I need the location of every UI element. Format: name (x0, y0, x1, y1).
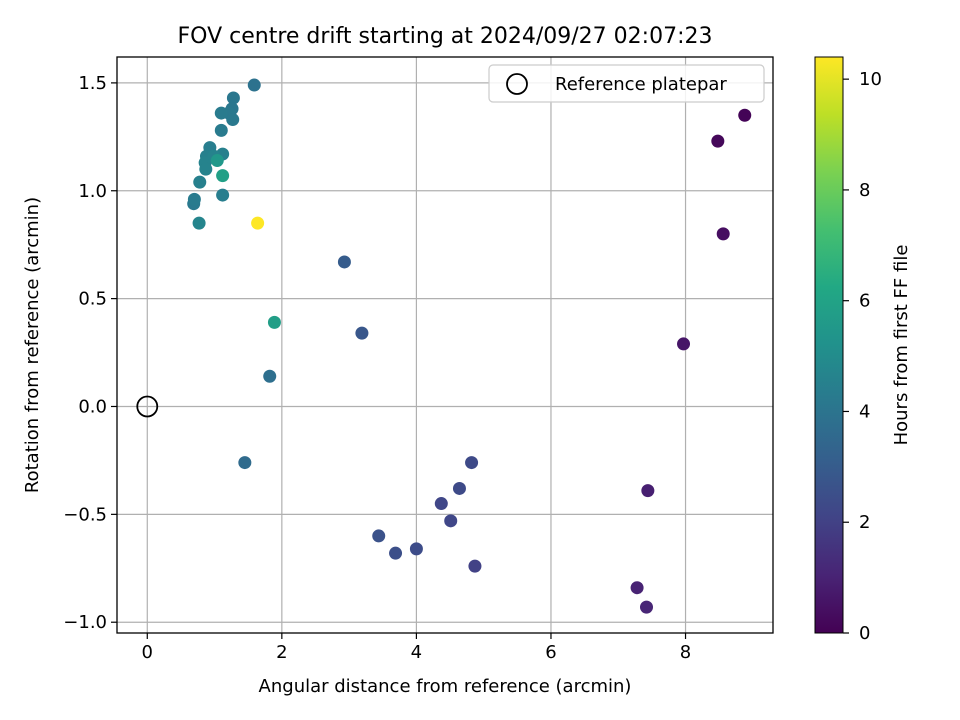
data-point (677, 337, 691, 351)
data-point (199, 162, 213, 176)
data-point (192, 216, 206, 230)
data-point (434, 497, 448, 511)
data-point (226, 113, 240, 127)
data-point (267, 315, 281, 329)
y-axis-ticks: −1.0 −0.5 0.0 0.5 1.0 1.5 (63, 73, 117, 633)
x-tick-label: 4 (411, 642, 422, 663)
y-axis-label: Rotation from reference (arcmin) (22, 197, 43, 493)
data-point (247, 78, 261, 92)
colorbar-tick-label: 0 (859, 623, 870, 644)
data-point (641, 484, 655, 498)
data-point (214, 106, 228, 120)
data-point (251, 216, 265, 230)
data-point (630, 581, 644, 595)
data-point (263, 369, 277, 383)
data-point (640, 600, 654, 614)
y-tick-label: −0.5 (63, 504, 107, 525)
data-point (355, 326, 369, 340)
x-grid (146, 57, 687, 633)
data-point (216, 188, 230, 202)
data-point (716, 227, 730, 241)
data-point (444, 514, 458, 528)
data-point (372, 529, 386, 543)
data-point (226, 91, 240, 105)
x-axis-ticks: 0 2 4 6 8 (142, 633, 691, 663)
colorbar-tick-label: 10 (859, 69, 882, 90)
data-point (193, 175, 207, 189)
colorbar-tick-label: 4 (859, 401, 870, 422)
data-point (214, 123, 228, 137)
y-tick-label: 1.5 (78, 73, 107, 94)
chart-title: FOV centre drift starting at 2024/09/27 … (178, 24, 713, 49)
colorbar-ticks: 0 2 4 6 8 10 (843, 69, 882, 644)
colorbar-tick-label: 8 (859, 180, 870, 201)
data-point (337, 255, 351, 269)
colorbar-tick-label: 6 (859, 291, 870, 312)
x-tick-label: 2 (276, 642, 287, 663)
legend-marker-icon (506, 73, 528, 95)
data-point (210, 154, 224, 168)
x-tick-label: 8 (680, 642, 691, 663)
data-point (389, 546, 403, 560)
colorbar-gradient (814, 56, 844, 634)
data-point (452, 481, 466, 495)
data-point (187, 192, 201, 206)
data-point (468, 559, 482, 573)
x-axis-label: Angular distance from reference (arcmin) (259, 676, 632, 697)
colorbar: 0 2 4 6 8 10 Hours from first FF file (814, 56, 912, 644)
data-point (711, 134, 725, 148)
data-point (216, 169, 230, 183)
data-point (465, 456, 479, 470)
y-tick-label: 0.0 (78, 396, 107, 417)
plot-frame (116, 56, 774, 634)
legend-label-reference-platepar: Reference platepar (555, 74, 727, 95)
legend: Reference platepar (488, 64, 765, 103)
legend-box (488, 64, 765, 103)
y-tick-label: −1.0 (63, 612, 107, 633)
y-tick-label: 0.5 (78, 289, 107, 310)
data-point (409, 542, 423, 556)
colorbar-label: Hours from first FF file (891, 245, 912, 446)
data-point (238, 456, 252, 470)
colorbar-tick-label: 2 (859, 512, 870, 533)
y-tick-label: 1.0 (78, 181, 107, 202)
x-tick-label: 0 (142, 642, 153, 663)
reference-platepar-marker (136, 395, 159, 418)
data-points (187, 78, 752, 614)
x-tick-label: 6 (545, 642, 556, 663)
data-point (738, 108, 752, 122)
